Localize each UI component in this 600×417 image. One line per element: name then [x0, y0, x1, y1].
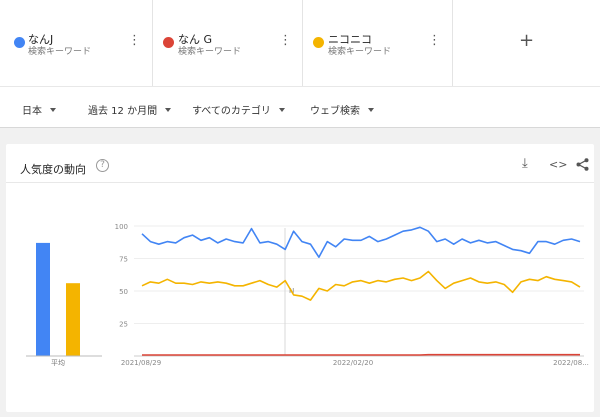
- help-icon[interactable]: ?: [96, 159, 109, 172]
- category-dropdown[interactable]: すべてのカテゴリ: [192, 102, 285, 117]
- period-label: 過去 12 か月間: [88, 106, 158, 117]
- search-type-label: ウェブ検索: [310, 106, 360, 117]
- region-label: 日本: [22, 106, 42, 117]
- filter-bar: 日本 過去 12 か月間 すべてのカテゴリ ウェブ検索: [0, 86, 600, 128]
- term-color-dot: [14, 37, 25, 48]
- interest-over-time-card: 人気度の動向 ? ⤓ <> 平均 25 50 75 100 2021/08/29 202…: [6, 144, 594, 412]
- term-name: ニコニコ: [328, 33, 372, 46]
- search-term-card[interactable]: なんJ 検索キーワード ⋮: [0, 0, 153, 86]
- dropdown-arrow-icon: [368, 108, 374, 112]
- region-dropdown[interactable]: 日本: [22, 102, 56, 117]
- add-term-button[interactable]: +: [519, 30, 535, 51]
- term-name: なんJ: [28, 33, 54, 46]
- x-tick-label: 2022/02/20: [333, 359, 373, 367]
- download-icon[interactable]: ⤓: [522, 156, 528, 171]
- more-vert-icon[interactable]: ⋮: [428, 33, 441, 48]
- category-label: すべてのカテゴリ: [192, 106, 271, 117]
- more-vert-icon[interactable]: ⋮: [128, 33, 141, 48]
- y-tick-label: 50: [119, 288, 128, 296]
- average-bar: [36, 242, 50, 356]
- dropdown-arrow-icon: [50, 108, 56, 112]
- term-subtitle: 検索キーワード: [178, 47, 242, 57]
- search-type-dropdown[interactable]: ウェブ検索: [310, 102, 374, 117]
- x-tick-label: 2022/08...: [553, 359, 589, 367]
- dropdown-arrow-icon: [165, 108, 172, 112]
- term-subtitle: 検索キーワード: [28, 47, 92, 57]
- share-icon[interactable]: [576, 158, 589, 171]
- series-line: [141, 226, 581, 258]
- card-divider: [6, 182, 594, 183]
- x-axis-ticks: 2021/08/29 2022/02/20 2022/08...: [121, 359, 589, 367]
- search-term-card[interactable]: なん G 検索キーワード ⋮: [153, 0, 303, 86]
- trend-chart: 平均 25 50 75 100 2021/08/29 2022/02/20 2022/08…: [26, 223, 589, 367]
- y-tick-label: 75: [119, 256, 128, 264]
- search-terms-bar: なんJ 検索キーワード ⋮ なん G 検索キーワード ⋮ ニコニコ 検索キーワー…: [0, 0, 600, 86]
- y-tick-label: 25: [119, 321, 128, 329]
- dropdown-arrow-icon: [278, 108, 285, 112]
- term-color-dot: [163, 37, 174, 48]
- term-color-dot: [313, 37, 324, 48]
- average-bars: [36, 242, 80, 356]
- more-vert-icon[interactable]: ⋮: [279, 33, 292, 48]
- average-bar: [66, 283, 80, 356]
- series-lines: [141, 226, 581, 356]
- y-tick-label: 100: [115, 223, 128, 231]
- search-term-card[interactable]: ニコニコ 検索キーワード ⋮: [303, 0, 453, 86]
- average-label: 平均: [51, 358, 65, 367]
- x-tick-label: 2021/08/29: [121, 359, 161, 367]
- period-dropdown[interactable]: 過去 12 か月間: [88, 102, 172, 117]
- term-name: なん G: [178, 33, 213, 46]
- embed-icon[interactable]: <>: [549, 158, 568, 171]
- card-title: 人気度の動向: [20, 163, 86, 176]
- series-line: [141, 270, 581, 301]
- term-subtitle: 検索キーワード: [328, 47, 392, 57]
- chart-grid: 25 50 75 100: [115, 223, 584, 357]
